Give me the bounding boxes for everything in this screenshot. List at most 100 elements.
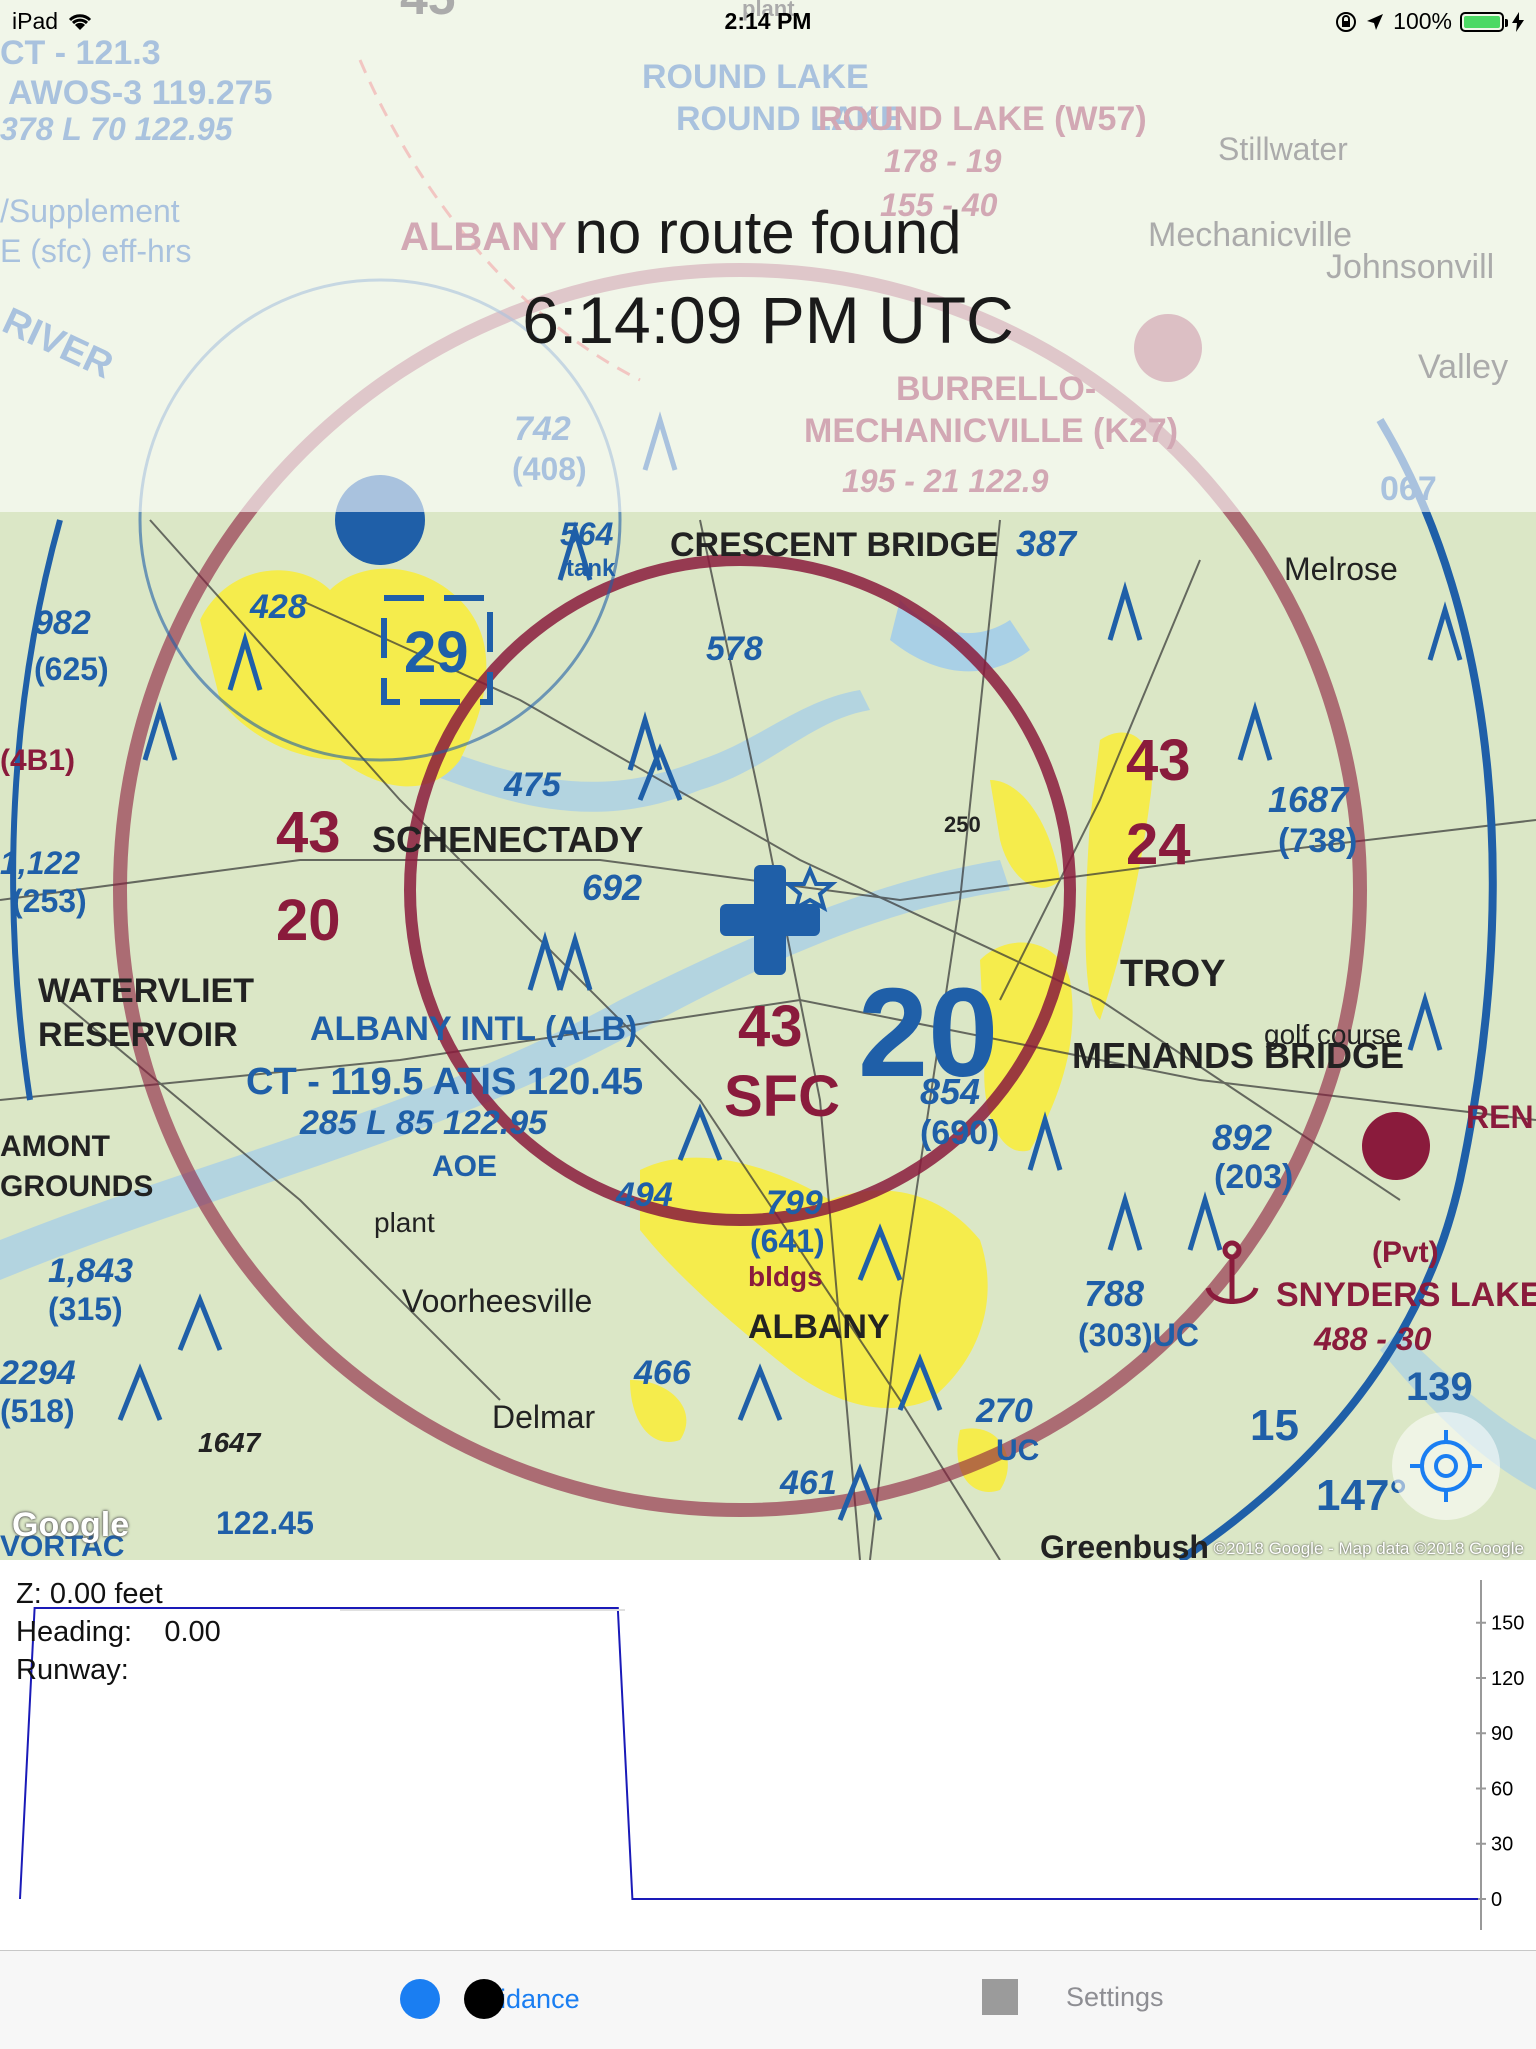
map-label-1843: 1,843 [48,1252,133,1290]
map-label-692: 692 [582,867,642,908]
map-label-amont: AMONT [0,1130,110,1163]
map-label-494: 494 [615,1176,673,1214]
map-label-1122: 1,122 [0,845,80,881]
graph-y-tick-label: 60 [1491,1778,1513,1800]
map-label-466: 466 [633,1354,692,1392]
heading-value: 0.00 [164,1616,221,1648]
map-label-488: 488 - 30 [1313,1321,1432,1357]
map-label-387: 387 [1016,523,1078,564]
charging-bolt-icon [1512,11,1524,32]
graph-y-tick-label: 90 [1491,1723,1513,1745]
google-logo[interactable]: Google [12,1506,130,1544]
z-value: 0.00 feet [49,1578,163,1610]
map-label-big-20: 20 [858,962,998,1103]
map-label-788: 788 [1084,1273,1144,1314]
runway-label: Runway: [16,1654,129,1686]
graph-y-tick-label: 150 [1491,1613,1524,1635]
map-label-ct-freq: CT - 119.5 ATIS 120.45 [246,1061,643,1103]
map-label-uc: UC [996,1434,1039,1467]
map-label-982: 982 [34,604,91,642]
map-label-43-c: 43 [1126,728,1191,793]
map-label-heading-139: 139 [1406,1365,1473,1409]
circle-tab-icon [400,1979,440,2019]
map-label-menands: MENANDS BRIDGE [1072,1035,1404,1076]
map-label-625: (625) [34,651,109,687]
black-dot-icon [464,1979,504,2019]
map-label-1687: 1687 [1268,779,1350,820]
map-label-crescent-bridge: CRESCENT BRIDGE [670,526,999,564]
map-label-melrose: Melrose [1284,551,1398,587]
graph-y-tick-label: 120 [1491,1668,1524,1690]
location-arrow-icon [1367,13,1384,30]
status-left: iPad [12,8,94,35]
map-label-270: 270 [975,1392,1033,1430]
map-label-albany: ALBANY [748,1308,890,1346]
battery-icon [1460,11,1508,32]
map-label-564: 564 [560,516,614,552]
map-label-delmar: Delmar [492,1399,595,1435]
map-label-watervliet: WATERVLIET [38,972,254,1010]
map-label-253: (253) [12,883,87,919]
graph-y-tick-label: 0 [1491,1889,1502,1911]
map-label-heading-15: 15 [1250,1401,1299,1450]
map-label-rens: REN [1466,1099,1534,1135]
map-label-sfc: SFC [724,1064,840,1129]
tab-guidance[interactable]: Guidance [400,1979,580,2019]
map-label-plant: plant [374,1207,435,1238]
map-label-heading-147: 147° [1316,1471,1407,1520]
map-label-315: (315) [48,1291,123,1327]
map-label-albany-intl: ALBANY INTL (ALB) [310,1010,637,1048]
crosshair-locate-icon [1410,1430,1482,1502]
map-label-854: 854 [920,1071,980,1112]
wifi-icon [68,13,92,30]
map-label-12245: 122.45 [216,1505,314,1541]
map-label-vortac: VORTAC [0,1530,124,1560]
map-label-greenbush: Greenbush [1040,1529,1209,1560]
map-label-892: 892 [1212,1117,1272,1158]
route-info-overlay [0,0,1536,512]
locate-me-button[interactable] [1392,1412,1500,1520]
map-label-schenectady: SCHENECTADY [372,819,643,860]
graph-series-line [19,1607,1478,1900]
tab-settings[interactable]: Settings [982,1979,1164,2015]
flight-info: Z: 0.00 feet Heading: 0.00 Runway: [16,1575,221,1689]
map-label-reservoir: RESERVOIR [38,1016,238,1054]
map-label-475: 475 [503,766,562,804]
map-label-pvt: (Pvt) [1372,1236,1439,1269]
map-label-428: 428 [249,588,307,626]
tab-settings-label: Settings [1066,1981,1164,2012]
map-label-738: (738) [1278,822,1357,860]
graph-y-tick-label: 30 [1491,1834,1513,1856]
map-label-1647: 1647 [198,1427,262,1458]
map-label-518: (518) [0,1393,75,1429]
map-label-303: (303)UC [1078,1317,1199,1353]
battery-percent: 100% [1393,8,1452,34]
map-label-aoe: AOE [432,1150,497,1183]
map-label-bldgs: bldgs [748,1261,823,1292]
square-tab-icon [982,1979,1018,2015]
map-label-203: (203) [1214,1158,1293,1196]
map-attribution[interactable]: ©2018 Google - Map data ©2018 Google [1213,1539,1524,1558]
altitude-graph: 0 30 60 90 120 150 [19,1580,1524,1930]
z-label: Z: [16,1578,42,1610]
map-label-voorheesville: Voorheesville [402,1283,592,1319]
map-label-250: 250 [944,812,981,837]
device-name: iPad [12,8,59,34]
utc-time-text: 6:14:09 PM UTC [522,283,1014,357]
heading-row: Heading: 0.00 [16,1613,221,1651]
route-status-text: no route found [574,199,962,266]
status-right: 100% [1335,8,1524,35]
sectional-map[interactable]: CRESCENT BRIDGE SCHENECTADY ALBANY INTL … [0,0,1536,1560]
map-label-690: (690) [920,1114,999,1152]
map-label-461: 461 [779,1464,837,1502]
map-label-43-b: 43 [738,994,803,1059]
status-time: 2:14 PM [724,8,812,34]
heading-label: Heading: [16,1616,133,1648]
map-label-4b1: (4B1) [0,744,75,777]
tab-bar: Guidance Settings [0,1950,1536,2049]
orientation-lock-icon [1336,11,1357,32]
map-label-alb-elev: 285 L 85 122.95 [299,1104,548,1142]
map-label-mef-29: 29 [404,620,469,685]
map-label-tank: tank [566,555,616,582]
status-bar: iPad 2:14 PM 100% [0,0,1536,40]
